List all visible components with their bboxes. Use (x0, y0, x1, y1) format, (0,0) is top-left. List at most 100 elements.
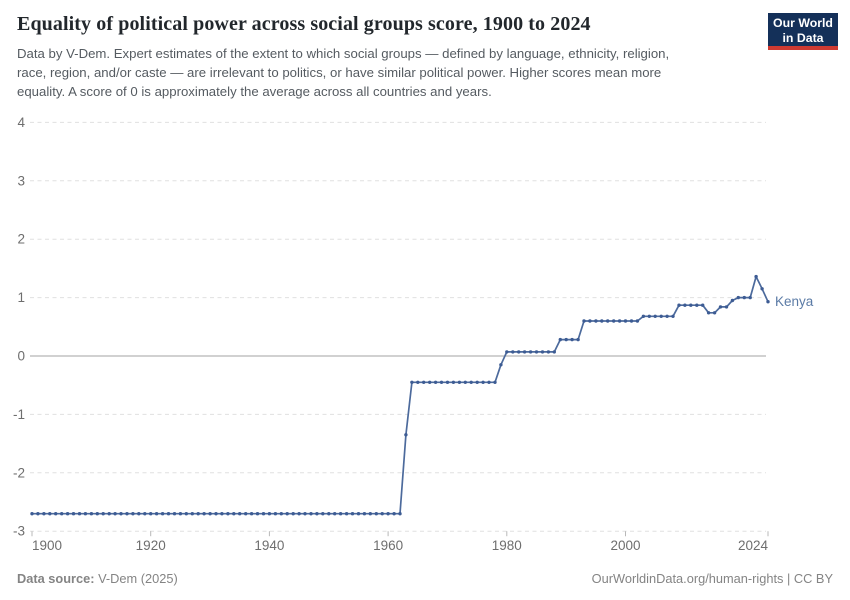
data-point[interactable] (291, 512, 295, 516)
data-point[interactable] (190, 512, 194, 516)
data-point[interactable] (65, 512, 70, 516)
data-point[interactable] (83, 512, 88, 516)
data-point[interactable] (36, 512, 40, 516)
data-point[interactable] (338, 512, 343, 516)
data-point[interactable] (154, 512, 159, 516)
data-point[interactable] (285, 512, 289, 516)
data-point[interactable] (380, 512, 384, 516)
data-point[interactable] (540, 350, 545, 354)
data-point[interactable] (422, 380, 426, 384)
data-point[interactable] (143, 512, 147, 516)
data-point[interactable] (60, 512, 64, 516)
entity-label-kenya[interactable]: Kenya (775, 294, 814, 309)
data-point[interactable] (499, 363, 503, 367)
data-point[interactable] (600, 319, 604, 323)
data-point[interactable] (481, 380, 485, 384)
data-point[interactable] (232, 512, 236, 516)
data-point[interactable] (113, 512, 117, 516)
data-point[interactable] (362, 512, 367, 516)
data-point[interactable] (528, 350, 533, 354)
credit-link[interactable]: OurWorldinData.org/human-rights | CC BY (591, 571, 833, 586)
data-point[interactable] (653, 314, 657, 318)
data-point[interactable] (101, 512, 105, 516)
data-point[interactable] (368, 512, 372, 516)
data-point[interactable] (54, 512, 58, 516)
data-point[interactable] (149, 512, 153, 516)
data-point[interactable] (327, 512, 331, 516)
data-point[interactable] (730, 298, 735, 303)
data-point[interactable] (522, 350, 527, 354)
data-point[interactable] (244, 512, 248, 516)
data-point[interactable] (119, 512, 123, 516)
data-point[interactable] (279, 512, 283, 516)
data-point[interactable] (71, 512, 76, 516)
data-point[interactable] (392, 512, 396, 516)
data-point[interactable] (428, 380, 432, 384)
data-point[interactable] (594, 319, 598, 323)
data-point[interactable] (77, 512, 82, 516)
data-point[interactable] (570, 337, 574, 342)
data-point[interactable] (475, 380, 479, 384)
data-point[interactable] (137, 512, 141, 516)
data-point[interactable] (202, 512, 206, 516)
data-point[interactable] (689, 303, 693, 307)
data-point[interactable] (374, 512, 378, 516)
data-point[interactable] (42, 512, 46, 516)
data-point[interactable] (303, 512, 307, 516)
data-point[interactable] (564, 337, 568, 342)
data-point[interactable] (445, 380, 450, 384)
data-point[interactable] (333, 512, 337, 516)
data-point[interactable] (606, 319, 610, 323)
data-point[interactable] (398, 512, 402, 516)
data-point[interactable] (321, 512, 325, 516)
data-point[interactable] (178, 512, 183, 516)
data-point[interactable] (344, 512, 349, 516)
data-point[interactable] (647, 314, 651, 318)
data-point[interactable] (439, 380, 444, 384)
data-point[interactable] (576, 337, 580, 342)
data-point[interactable] (534, 350, 539, 354)
data-point[interactable] (463, 380, 467, 384)
data-point[interactable] (724, 305, 729, 309)
data-point[interactable] (582, 319, 586, 323)
data-point[interactable] (671, 314, 675, 318)
data-point[interactable] (760, 287, 764, 291)
data-point[interactable] (487, 380, 491, 384)
data-point[interactable] (208, 512, 212, 516)
data-point[interactable] (160, 512, 165, 516)
data-point[interactable] (558, 337, 562, 342)
data-point[interactable] (433, 380, 438, 384)
data-point[interactable] (451, 380, 456, 384)
data-point[interactable] (766, 300, 770, 304)
data-point[interactable] (718, 305, 723, 309)
data-point[interactable] (309, 512, 313, 516)
data-point[interactable] (172, 512, 177, 516)
data-point[interactable] (641, 314, 646, 318)
data-point[interactable] (125, 512, 129, 516)
data-point[interactable] (107, 512, 111, 516)
data-point[interactable] (712, 311, 717, 315)
data-point[interactable] (238, 512, 242, 516)
data-point[interactable] (131, 512, 135, 516)
data-point[interactable] (754, 274, 758, 279)
data-point[interactable] (457, 380, 462, 384)
data-point[interactable] (588, 319, 592, 323)
data-point[interactable] (315, 512, 319, 516)
data-point[interactable] (48, 512, 52, 516)
data-point[interactable] (255, 512, 260, 516)
data-point[interactable] (701, 303, 705, 307)
data-point[interactable] (677, 303, 681, 307)
data-point[interactable] (695, 303, 699, 307)
data-point[interactable] (552, 350, 556, 354)
data-point[interactable] (95, 512, 100, 516)
data-point[interactable] (546, 350, 551, 354)
data-point[interactable] (623, 319, 628, 323)
data-point[interactable] (617, 319, 622, 323)
data-point[interactable] (196, 512, 200, 516)
data-point[interactable] (249, 512, 254, 516)
data-point[interactable] (166, 512, 171, 516)
data-point[interactable] (505, 350, 509, 354)
data-point[interactable] (629, 319, 634, 323)
data-point[interactable] (416, 380, 420, 384)
data-point[interactable] (261, 512, 266, 516)
